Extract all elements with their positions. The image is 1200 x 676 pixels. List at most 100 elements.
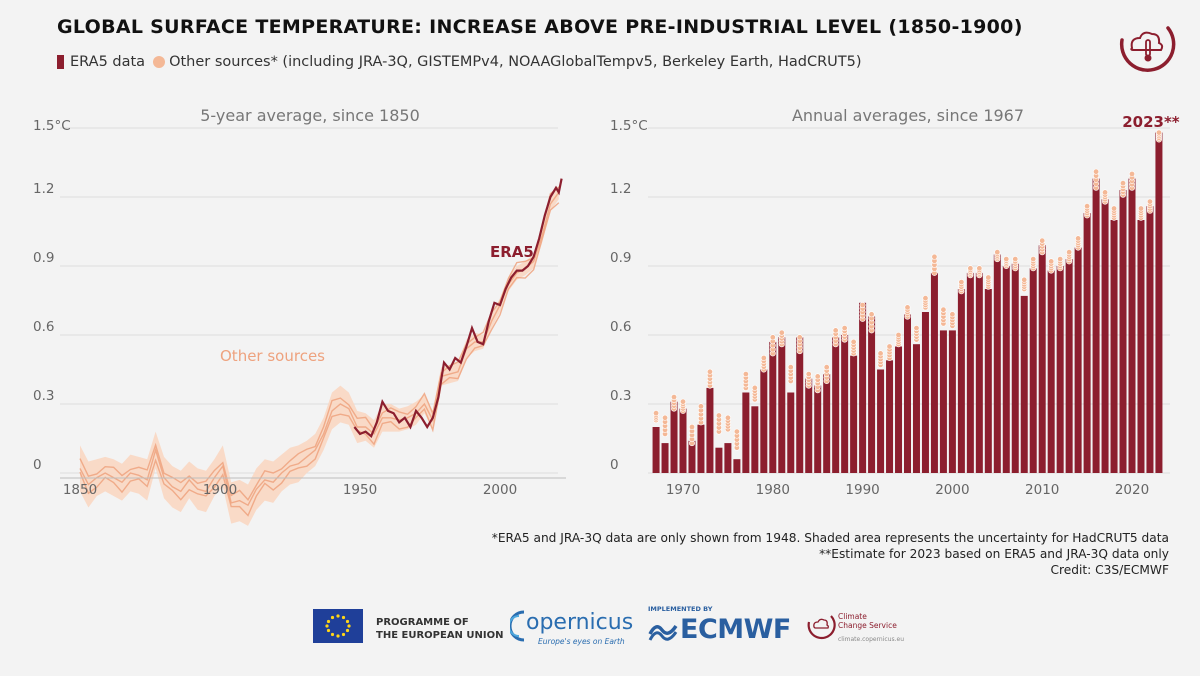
era5-bar <box>724 443 732 473</box>
other-sources-dot <box>1021 276 1028 283</box>
annual-averages-chart: Annual averages, since 1967 0 0.3 0.6 0.9 1.… <box>610 106 1180 498</box>
other-sources-dot <box>724 414 731 421</box>
other-sources-dot <box>1155 129 1162 136</box>
left-ytick-label: 0.3 <box>33 388 54 404</box>
era5-bar <box>1119 190 1127 473</box>
other-sources-dot <box>832 327 839 334</box>
footnote-credit: Credit: C3S/ECMWF <box>1050 563 1169 577</box>
era5-bar <box>1029 268 1037 473</box>
era5-bar <box>1020 295 1028 473</box>
other-sources-dot <box>823 364 830 371</box>
era5-bar <box>679 408 687 473</box>
era5-bar <box>778 337 786 473</box>
era5-bar <box>697 424 705 473</box>
right-xtick-label: 1980 <box>756 482 790 498</box>
c3s-line1: Climate <box>838 612 867 621</box>
page-title: GLOBAL SURFACE TEMPERATURE: INCREASE ABO… <box>57 16 1023 38</box>
copernicus-wordmark: opernicus <box>526 610 634 635</box>
right-ytick-label: 1.2 <box>610 181 631 197</box>
era5-bar <box>966 272 974 473</box>
era5-bar <box>993 254 1001 473</box>
era5-bar <box>1146 206 1154 473</box>
other-sources-dot <box>868 311 875 318</box>
era5-bar <box>912 344 920 473</box>
era5-bar <box>1047 270 1055 473</box>
era5-bar <box>742 392 750 473</box>
right-ytick-label: 0 <box>610 457 619 473</box>
other-sources-dot <box>1120 180 1127 187</box>
other-sources-dot <box>769 334 776 341</box>
other-sources-dot <box>1075 235 1082 242</box>
other-sources-dot <box>653 410 660 417</box>
other-sources-annotation: Other sources <box>220 347 325 365</box>
other-sources-dot <box>1003 256 1010 263</box>
right-xtick-label: 1970 <box>666 482 700 498</box>
c3s-url: climate.copernicus.eu <box>838 636 905 643</box>
era5-bar <box>1002 266 1010 473</box>
era5-bar <box>930 272 938 473</box>
other-sources-dot <box>1129 171 1136 178</box>
eu-programme-label: PROGRAMME OF THE EUROPEAN UNION <box>376 616 504 642</box>
left-xtick-label: 1950 <box>343 482 377 498</box>
other-sources-legend-swatch <box>153 56 166 68</box>
right-ytick-label: 0.3 <box>610 388 631 404</box>
era5-bar <box>921 312 929 473</box>
era5-bar <box>895 346 903 473</box>
other-sources-dot <box>787 364 794 371</box>
other-sources-dot <box>958 279 965 286</box>
era5-bar <box>1065 259 1073 473</box>
other-sources-dot <box>985 274 992 281</box>
c3s-logo-icon <box>1110 10 1180 84</box>
other-sources-dot <box>697 403 704 410</box>
era5-bar <box>850 355 858 473</box>
left-ytick-label: 0 <box>33 457 42 473</box>
right-xtick-label: 1990 <box>845 482 879 498</box>
other-sources-legend-label: Other sources* (including JRA-3Q, GISTEM… <box>169 54 862 70</box>
other-sources-dot <box>805 371 812 378</box>
copernicus-tagline: Europe's eyes on Earth <box>538 637 625 646</box>
other-sources-dot <box>1146 198 1153 205</box>
right-chart-title: Annual averages, since 1967 <box>792 106 1024 125</box>
era5-bar <box>904 314 911 473</box>
c3s-small-logo-icon <box>803 608 837 646</box>
era5-bar <box>975 272 983 473</box>
other-sources-dot <box>850 338 857 345</box>
other-sources-dot <box>760 354 767 361</box>
era5-bar <box>1155 132 1163 473</box>
era5-bar <box>1128 178 1136 473</box>
left-ytick-label: 0.9 <box>33 250 54 266</box>
era5-bar <box>868 316 876 473</box>
era5-bar <box>670 401 678 473</box>
other-sources-dot <box>814 373 821 380</box>
other-sources-dot <box>679 398 686 405</box>
other-sources-dot <box>688 423 695 430</box>
era5-bar <box>948 330 956 473</box>
other-sources-dot <box>662 414 669 421</box>
era5-bar <box>715 447 723 473</box>
era5-bar <box>661 443 669 473</box>
era5-bar <box>1056 266 1064 473</box>
era5-bar <box>939 330 947 473</box>
left-ytick-label: 1.5°C <box>33 118 71 134</box>
other-sources-dot <box>796 334 803 341</box>
era5-bar <box>957 289 965 473</box>
era5-bar <box>733 459 741 473</box>
c3s-line2: Change Service <box>838 621 897 630</box>
footnote-era5-jra: *ERA5 and JRA-3Q data are only shown fro… <box>491 531 1169 545</box>
other-sources-dot <box>859 302 866 309</box>
era5-bar <box>1038 245 1046 473</box>
era5-annotation: ERA5 <box>490 243 534 261</box>
other-sources-dot <box>1048 258 1055 265</box>
other-sources-dot <box>671 394 678 401</box>
other-sources-dot <box>913 325 920 332</box>
other-sources-dot <box>1066 249 1073 256</box>
left-xtick-label: 1850 <box>63 482 97 498</box>
era5-bar <box>1101 199 1109 474</box>
other-sources-dot <box>877 350 884 357</box>
era5-bar <box>1083 213 1091 473</box>
other-sources-dot <box>1137 205 1144 212</box>
right-ytick-label: 0.6 <box>610 319 631 335</box>
other-sources-dot <box>1039 237 1046 244</box>
eu-programme-line2: THE EUROPEAN UNION <box>376 630 504 641</box>
other-sources-dot <box>742 371 749 378</box>
